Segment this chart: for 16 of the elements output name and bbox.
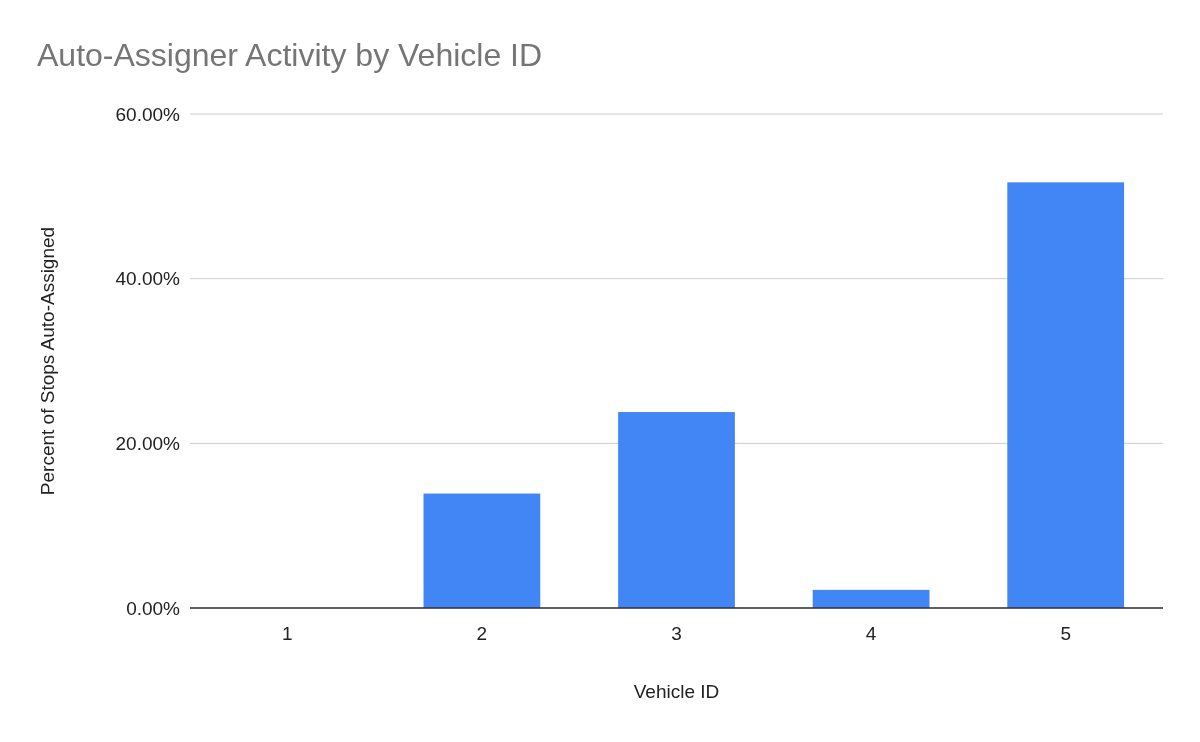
x-tick-label: 3 xyxy=(671,623,682,644)
x-tick-label: 4 xyxy=(865,623,877,644)
y-tick-label: 20.00% xyxy=(115,432,181,454)
y-tick-label: 60.00% xyxy=(115,103,181,125)
x-tick-label: 5 xyxy=(1060,623,1071,644)
chart-title: Auto-Assigner Activity by Vehicle ID xyxy=(37,37,543,73)
x-axis-title: Vehicle ID xyxy=(633,681,720,702)
y-tick-label: 40.00% xyxy=(115,268,181,290)
y-axis-title: Percent of Stops Auto-Assigned xyxy=(37,226,58,496)
y-tick-label: 0.00% xyxy=(126,597,181,619)
bar xyxy=(618,412,735,608)
x-tick-label: 1 xyxy=(282,623,293,644)
bar xyxy=(1007,182,1125,608)
x-tick-label: 2 xyxy=(476,623,488,644)
bar xyxy=(812,589,930,608)
bar xyxy=(423,493,541,608)
